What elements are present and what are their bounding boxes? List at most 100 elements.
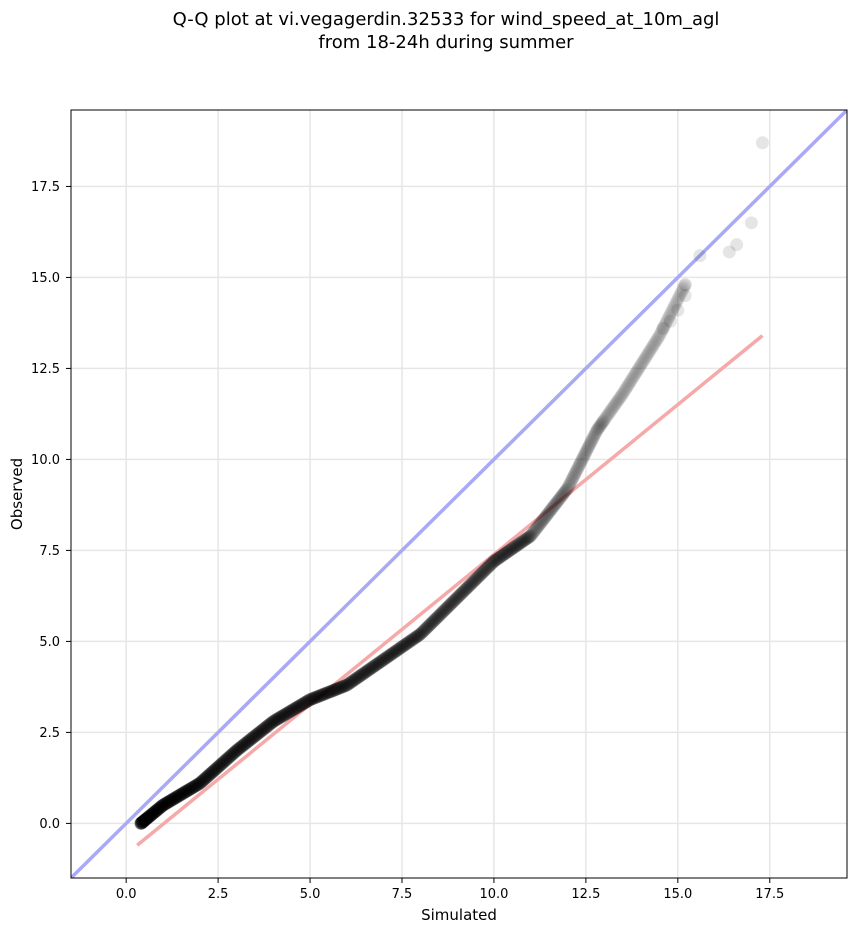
qq-point: [643, 344, 657, 358]
qq-point: [170, 790, 184, 804]
qq-point: [271, 712, 285, 726]
qq-point: [449, 592, 463, 606]
qq-point: [302, 693, 316, 707]
qq-point: [583, 437, 597, 451]
qq-point: [427, 614, 441, 628]
qq-point: [144, 808, 158, 822]
qq-point: [591, 422, 605, 436]
qq-point: [344, 675, 358, 689]
qq-point: [416, 625, 430, 639]
qq-point: [225, 747, 239, 761]
qq-point: [644, 342, 658, 356]
qq-point: [577, 449, 591, 463]
qq-point: [349, 672, 363, 686]
qq-point: [245, 731, 259, 745]
qq-point: [239, 736, 253, 750]
qq-point: [168, 791, 182, 805]
qq-point: [227, 745, 241, 759]
qq-point: [427, 613, 441, 627]
qq-point: [275, 709, 289, 723]
qq-point: [615, 388, 629, 402]
qq-point: [272, 711, 286, 725]
qq-point-tail: [656, 321, 670, 335]
qq-point: [331, 682, 345, 696]
qq-point: [198, 771, 212, 785]
qq-point: [297, 696, 311, 710]
qq-point: [224, 748, 238, 762]
qq-point: [204, 766, 218, 780]
qq-point: [521, 531, 535, 545]
qq-point: [461, 580, 475, 594]
qq-point: [283, 704, 297, 718]
qq-point: [134, 816, 148, 830]
qq-point: [234, 740, 248, 754]
qq-point: [221, 751, 235, 765]
qq-point: [328, 683, 342, 697]
qq-point: [495, 548, 509, 562]
qq-point: [176, 787, 190, 801]
qq-point: [669, 295, 683, 309]
qq-point: [460, 581, 474, 595]
qq-point: [380, 650, 394, 664]
qq-point: [397, 638, 411, 652]
qq-point: [366, 660, 380, 674]
qq-point: [612, 392, 626, 406]
qq-point-tail: [671, 303, 685, 317]
qq-point: [549, 496, 563, 510]
qq-point: [642, 346, 656, 360]
qq-point: [255, 723, 269, 737]
qq-point: [137, 814, 151, 828]
qq-point: [378, 652, 392, 666]
qq-point: [291, 700, 305, 714]
qq-point: [567, 469, 581, 483]
qq-point: [390, 643, 404, 657]
qq-point: [458, 583, 472, 597]
qq-point: [222, 750, 236, 764]
qq-point: [229, 744, 243, 758]
qq-point: [187, 780, 201, 794]
qq-point: [339, 678, 353, 692]
qq-point: [217, 755, 231, 769]
qq-point: [399, 637, 413, 651]
qq-point: [359, 665, 373, 679]
qq-point: [421, 619, 435, 633]
qq-point: [597, 414, 611, 428]
qq-point: [182, 783, 196, 797]
qq-point: [575, 453, 589, 467]
qq-point: [341, 677, 355, 691]
qq-point: [482, 560, 496, 574]
qq-point: [582, 440, 596, 454]
qq-point: [535, 514, 549, 528]
qq-point: [348, 672, 362, 686]
qq-point: [635, 356, 649, 370]
qq-point: [224, 749, 238, 763]
qq-point: [165, 793, 179, 807]
qq-point: [477, 564, 491, 578]
qq-point: [207, 764, 221, 778]
qq-point: [137, 814, 151, 828]
qq-point: [263, 717, 277, 731]
qq-point: [275, 710, 289, 724]
qq-point: [589, 426, 603, 440]
qq-point: [585, 433, 599, 447]
qq-point: [380, 650, 394, 664]
qq-point: [403, 635, 417, 649]
qq-point: [544, 503, 558, 517]
qq-point: [430, 610, 444, 624]
qq-point: [438, 603, 452, 617]
qq-point: [496, 548, 510, 562]
qq-point: [327, 683, 341, 697]
qq-point: [491, 551, 505, 565]
qq-point: [523, 529, 537, 543]
qq-point: [244, 732, 258, 746]
qq-point: [538, 511, 552, 525]
qq-point: [171, 790, 185, 804]
qq-point: [663, 308, 677, 322]
qq-point: [475, 566, 489, 580]
qq-point: [211, 760, 225, 774]
qq-point: [358, 665, 372, 679]
qq-point: [419, 621, 433, 635]
qq-point: [487, 555, 501, 569]
qq-point: [256, 722, 270, 736]
qq-point: [672, 291, 686, 305]
